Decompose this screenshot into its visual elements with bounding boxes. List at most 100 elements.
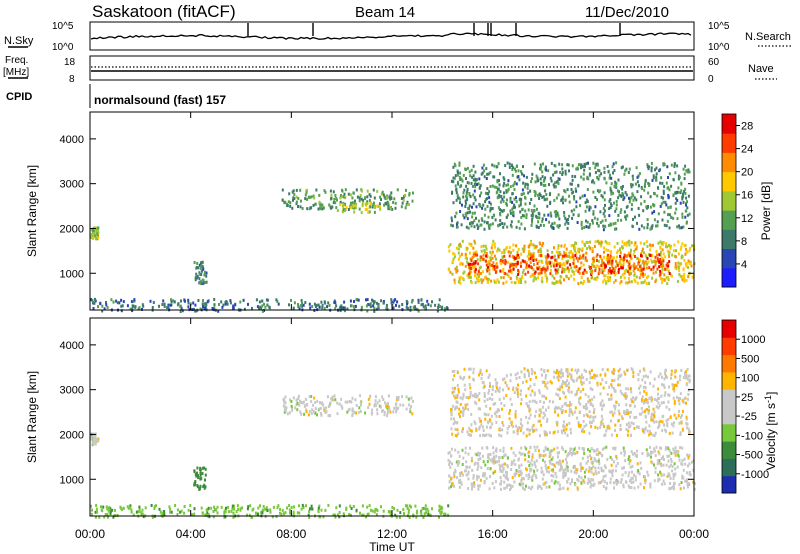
power-cell — [456, 269, 459, 273]
power-cell — [604, 203, 606, 207]
velocity-cell — [641, 427, 644, 431]
velocity-cell — [657, 426, 660, 430]
power-cell — [635, 245, 638, 248]
velocity-cell — [412, 399, 414, 403]
velocity-cell — [574, 468, 577, 472]
power-cell — [293, 301, 296, 305]
power-cell — [301, 207, 304, 210]
power-cell — [580, 220, 583, 224]
power-cell — [584, 256, 587, 260]
power-cell — [636, 256, 639, 260]
velocity-cell — [632, 422, 635, 426]
velocity-cell — [570, 410, 573, 414]
velocity-cell — [512, 451, 515, 455]
velocity-cell — [370, 508, 372, 512]
velocity-cell — [528, 475, 531, 478]
power-cell — [606, 255, 609, 259]
velocity-cell — [481, 372, 483, 376]
velocity-cell — [492, 446, 495, 450]
power-cell — [387, 205, 390, 209]
velocity-cell — [494, 402, 497, 406]
power-cell — [395, 303, 397, 307]
power-cell — [596, 253, 599, 257]
power-cell — [664, 267, 667, 271]
velocity-cell — [629, 387, 632, 391]
power-cell — [657, 212, 660, 216]
power-cell — [369, 194, 372, 198]
power-cell — [629, 251, 632, 255]
velocity-cell — [368, 402, 371, 406]
velocity-cell — [488, 418, 491, 422]
velocity-cell — [608, 469, 611, 473]
velocity-cell — [427, 509, 430, 513]
velocity-cell — [653, 420, 656, 424]
velocity-cell — [673, 399, 676, 403]
velocity-cell — [486, 467, 489, 470]
power-cell — [599, 221, 602, 224]
power-cell — [512, 214, 515, 218]
velocity-cell — [291, 408, 294, 412]
power-cell — [588, 279, 591, 283]
power-cell — [621, 273, 624, 277]
velocity-cell — [429, 513, 432, 517]
power-cell — [611, 259, 614, 263]
velocity-cell — [601, 478, 604, 482]
velocity-cell — [456, 476, 459, 480]
velocity-cell — [522, 477, 525, 481]
power-cell — [261, 309, 264, 313]
power-cell — [465, 194, 468, 198]
power-cell — [539, 223, 542, 227]
velocity-cell — [319, 412, 322, 415]
velocity-cell — [130, 510, 133, 514]
power-colorbar-tick: 4 — [741, 259, 747, 271]
velocity-cell — [649, 446, 652, 449]
power-cell — [461, 276, 464, 280]
power-cell — [468, 204, 471, 208]
velocity-cell — [525, 402, 528, 406]
power-cell — [644, 182, 646, 186]
power-cell — [571, 216, 574, 220]
velocity-cell — [590, 478, 593, 482]
velocity-cell — [672, 474, 675, 478]
velocity-cell — [535, 410, 538, 414]
power-cell — [523, 214, 526, 218]
power-cell — [565, 220, 568, 224]
power-cell — [594, 205, 597, 209]
power-cell — [655, 224, 657, 228]
velocity-cell — [381, 395, 384, 399]
power-cell — [502, 184, 505, 188]
power-cell — [628, 271, 631, 275]
velocity-cell — [629, 479, 632, 483]
power-cell — [308, 195, 311, 199]
velocity-cell — [573, 410, 576, 414]
power-cell — [561, 167, 564, 171]
velocity-cell — [484, 417, 487, 421]
velocity-cell — [308, 510, 311, 513]
velocity-cell — [614, 404, 617, 408]
velocity-cell — [631, 452, 634, 456]
power-cell — [555, 250, 558, 254]
velocity-cell — [654, 454, 657, 457]
velocity-cell — [461, 463, 464, 466]
power-cell — [116, 301, 119, 305]
power-cell — [180, 299, 182, 303]
velocity-cell — [550, 474, 553, 477]
power-cell — [343, 306, 346, 310]
power-cell — [537, 211, 540, 215]
velocity-cell — [657, 401, 660, 405]
power-cell — [381, 190, 384, 194]
power-cell — [548, 193, 551, 197]
power-cell — [640, 224, 643, 228]
velocity-cell — [692, 468, 695, 472]
velocity-cell — [658, 424, 661, 427]
power-cell — [525, 265, 528, 269]
velocity-cell — [545, 448, 548, 452]
power-cell — [506, 273, 509, 277]
power-cell — [681, 212, 684, 216]
velocity-cell — [675, 449, 678, 453]
velocity-cell — [602, 485, 605, 488]
power-cell — [659, 250, 662, 254]
velocity-cell — [477, 475, 480, 479]
velocity-cell — [590, 470, 593, 474]
velocity-cell — [482, 433, 484, 437]
